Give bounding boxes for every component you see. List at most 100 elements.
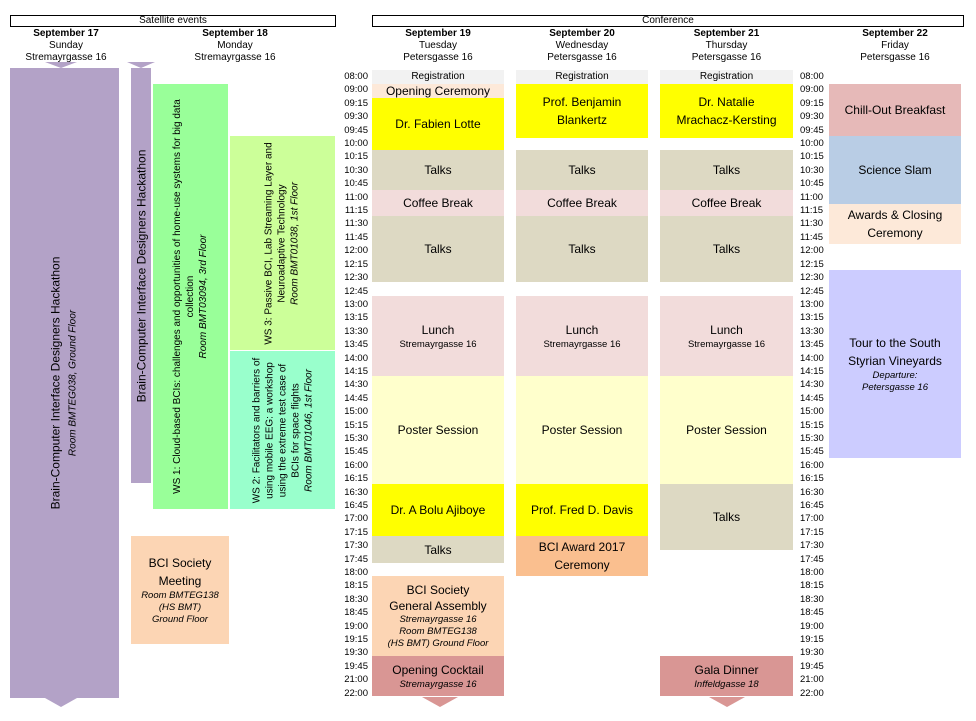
chill-out-breakfast: Chill-Out Breakfast xyxy=(829,84,961,136)
arrow-down-icon xyxy=(127,62,155,68)
time-label: 12:15 xyxy=(800,258,824,270)
talks: Talks xyxy=(372,216,504,282)
time-label: 08:00 xyxy=(800,71,824,82)
time-label: 13:15 xyxy=(800,312,824,324)
talks: Talks xyxy=(516,216,648,282)
time-label: 14:15 xyxy=(800,365,824,377)
ws2-title-line1: WS 2: Facilitators and barriers of xyxy=(251,357,263,503)
general-assembly: BCI Society General Assembly Stremayrgas… xyxy=(372,576,504,656)
keynote: Dr. Fabien Lotte xyxy=(372,98,504,150)
time-label: 13:15 xyxy=(344,312,368,324)
coffee-break: Coffee Break xyxy=(372,190,504,216)
society-meeting: BCI Society Meeting Room BMTEG138 (HS BM… xyxy=(131,536,229,644)
time-label: 17:15 xyxy=(344,526,368,538)
time-label: 18:15 xyxy=(344,580,368,592)
time-label: 15:00 xyxy=(800,406,824,418)
lunch: Lunch Stremayrgasse 16 xyxy=(516,296,648,376)
time-label: 19:15 xyxy=(344,634,368,646)
time-label: 16:15 xyxy=(344,473,368,485)
hackathon-sep18: Brain-Computer Interface Designers Hacka… xyxy=(131,68,151,483)
keynote: Dr. A Bolu Ajiboye xyxy=(372,484,504,536)
time-label: 09:15 xyxy=(800,97,824,109)
day-venue: Stremayrgasse 16 xyxy=(194,52,276,63)
time-label: 22:00 xyxy=(800,687,824,699)
ws3-title-line2: Neuroadaptive Technology xyxy=(277,183,289,303)
time-label: 18:45 xyxy=(344,607,368,619)
ws1-title-line1: WS 1: Cloud-based BCIs: challenges and o… xyxy=(172,99,183,494)
time-label: 08:00 xyxy=(344,71,368,82)
meeting-room-line3: Ground Floor xyxy=(152,614,208,625)
time-label: 12:45 xyxy=(800,285,824,297)
assembly-title-line1: BCI Society xyxy=(406,583,470,597)
time-label: 18:00 xyxy=(800,567,824,579)
keynote-name-line1: Prof. Benjamin xyxy=(542,95,622,109)
time-label: 14:30 xyxy=(800,379,824,391)
registration: Registration xyxy=(516,70,648,84)
gala-dinner: Gala Dinner Inffeldgasse 18 xyxy=(660,656,793,696)
keynote-name-line1: Dr. Natalie xyxy=(698,95,755,109)
time-label: 17:00 xyxy=(344,513,368,525)
awards-line1: Awards & Closing xyxy=(847,208,943,222)
time-label: 19:00 xyxy=(344,620,368,632)
time-label: 13:30 xyxy=(800,325,824,337)
time-label: 19:15 xyxy=(800,634,824,646)
time-label: 13:45 xyxy=(800,339,824,351)
bci-award: BCI Award 2017 Ceremony xyxy=(516,536,648,576)
cocktail-location: Stremayrgasse 16 xyxy=(399,679,477,690)
time-label: 09:45 xyxy=(344,124,368,136)
time-label: 11:45 xyxy=(344,231,368,243)
lunch-label: Lunch xyxy=(565,323,599,337)
time-label: 12:00 xyxy=(800,245,824,257)
time-label: 14:00 xyxy=(800,352,824,364)
time-label: 19:45 xyxy=(344,660,368,672)
tour-title-line1: Tour to the South xyxy=(849,336,941,350)
tour-departure-label: Departure: xyxy=(872,370,918,381)
time-label: 12:30 xyxy=(344,272,368,284)
arrow-down-icon xyxy=(45,698,77,707)
time-label: 10:30 xyxy=(344,164,368,176)
time-label: 15:45 xyxy=(800,446,824,458)
award-line1: BCI Award 2017 xyxy=(538,540,626,554)
ws2-title-line3: using the extreme test case of xyxy=(277,363,289,497)
ws1-title-line2: collection xyxy=(185,275,196,318)
time-label: 18:00 xyxy=(344,567,368,579)
time-label: 17:30 xyxy=(344,540,368,552)
time-label: 12:15 xyxy=(344,258,368,270)
hackathon-sep17: Brain-Computer Interface Designers Hacka… xyxy=(10,68,119,698)
registration: Registration xyxy=(372,70,504,84)
time-label: 17:45 xyxy=(800,553,824,565)
time-column-right: 08:00 09:00 09:15 09:30 09:45 10:00 10:15 10:30… xyxy=(800,70,840,700)
meeting-title-line1: BCI Society xyxy=(148,556,212,570)
poster-session: Poster Session xyxy=(372,376,504,484)
day-weekday: Wednesday xyxy=(555,40,609,51)
time-label: 16:00 xyxy=(344,459,368,471)
time-label: 09:30 xyxy=(800,111,824,123)
time-label: 15:30 xyxy=(800,432,824,444)
day-venue: Petersgasse 16 xyxy=(547,52,617,63)
time-label: 17:45 xyxy=(344,553,368,565)
opening-cocktail: Opening Cocktail Stremayrgasse 16 xyxy=(372,656,504,696)
time-label: 10:45 xyxy=(800,178,824,190)
workshop-ws2: WS 2: Facilitators and barriers of using… xyxy=(230,351,335,509)
time-label: 14:00 xyxy=(344,352,368,364)
gala-label: Gala Dinner xyxy=(694,663,759,677)
day-header-sep17: September 17 Sunday Stremayrgasse 16 xyxy=(10,28,122,64)
time-label: 19:45 xyxy=(800,660,824,672)
time-label: 14:45 xyxy=(800,392,824,404)
lunch: Lunch Stremayrgasse 16 xyxy=(372,296,504,376)
poster-session: Poster Session xyxy=(516,376,648,484)
awards-line2: Ceremony xyxy=(867,226,923,240)
day-header-sep20: September 20 Wednesday Petersgasse 16 xyxy=(516,28,648,64)
time-label: 12:30 xyxy=(800,272,824,284)
day-weekday: Monday xyxy=(217,40,253,51)
time-label: 18:45 xyxy=(800,607,824,619)
time-label: 15:15 xyxy=(344,419,368,431)
talks: Talks xyxy=(516,150,648,190)
time-label: 11:30 xyxy=(344,218,368,230)
tour-title-line2: Styrian Vineyards xyxy=(848,354,942,368)
ws3-title-line1: WS 3: Passive BCI, Lab Streaming Layer a… xyxy=(264,141,276,345)
opening-ceremony: Opening Ceremony xyxy=(372,84,504,98)
time-label: 14:30 xyxy=(344,379,368,391)
time-label: 16:45 xyxy=(344,500,368,511)
day-header-sep21: September 21 Thursday Petersgasse 16 xyxy=(660,28,793,64)
